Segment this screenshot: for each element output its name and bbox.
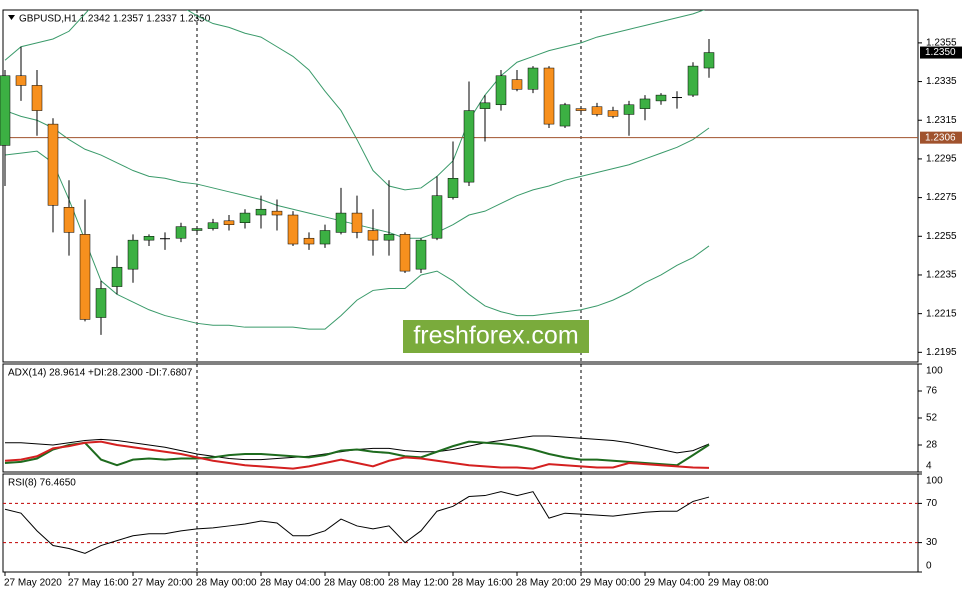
candle-body (0, 75, 11, 146)
candle-body (639, 98, 651, 109)
candle-body (672, 97, 682, 99)
x-tick-label: 28 May 16:00 (452, 578, 513, 589)
candle-body (559, 104, 571, 127)
x-tick-label: 27 May 2020 (4, 578, 62, 589)
candle-body (79, 234, 91, 320)
candle-body (431, 195, 443, 239)
candle-body (399, 234, 411, 272)
x-tick-label: 29 May 04:00 (644, 578, 705, 589)
y-tick-label: 4 (926, 461, 932, 472)
candle-body (15, 75, 27, 86)
series-line (4, 440, 710, 467)
candle-body (655, 94, 667, 102)
y-tick-label: 0 (926, 561, 932, 572)
candle-body (415, 239, 427, 270)
hline-label-box (920, 131, 962, 144)
y-tick-label: 52 (926, 413, 938, 424)
y-tick-label: 1.2315 (926, 115, 957, 126)
x-tick-label: 29 May 08:00 (708, 578, 769, 589)
candle-body (175, 226, 187, 239)
watermark-text: freshforex.com (413, 322, 578, 350)
band-upper (4, 10, 706, 191)
candle-body (47, 123, 59, 206)
candle-body (527, 67, 539, 90)
y-tick-label: 70 (926, 498, 938, 509)
panel-frame (2, 473, 919, 573)
panel-title: ADX(14) 28.9614 +DI:28.2300 -DI:7.6807 (8, 368, 193, 379)
x-tick-label: 28 May 20:00 (516, 578, 577, 589)
candle-body (623, 104, 635, 115)
candle-body (575, 108, 587, 111)
x-tick-label: 28 May 12:00 (388, 578, 449, 589)
y-tick-label: 1.2295 (926, 154, 957, 165)
candle-body (703, 52, 715, 69)
candle-body (127, 239, 139, 270)
x-tick-label: 28 May 08:00 (324, 578, 385, 589)
x-tick-label: 29 May 00:00 (580, 578, 641, 589)
x-tick-label: 28 May 00:00 (196, 578, 257, 589)
y-tick-label: 1.2275 (926, 192, 957, 203)
candle-body (271, 210, 283, 216)
candle-body (687, 65, 699, 96)
candle-body (160, 238, 170, 240)
panel-title: GBPUSD,H1 1.2342 1.2357 1.2337 1.2350 (19, 14, 211, 25)
watermark-box (403, 320, 589, 353)
candle-body (495, 75, 507, 106)
last-price-box (920, 46, 962, 59)
candle-body (335, 212, 347, 233)
y-tick-label: 1.2215 (926, 308, 957, 319)
y-tick-label: 30 (926, 537, 938, 548)
x-tick-label: 27 May 20:00 (132, 578, 193, 589)
candle-body (191, 228, 203, 231)
y-tick-label: 1.2195 (926, 347, 957, 358)
series-line (4, 491, 710, 554)
y-tick-label: 28 (926, 440, 938, 451)
candle-body (319, 230, 331, 245)
candle-body (239, 212, 251, 223)
watermark: freshforex.com (403, 320, 589, 353)
candle-body (111, 266, 123, 287)
candle-body (463, 110, 475, 183)
hline-label: 1.2306 (925, 132, 956, 143)
candle-body (207, 222, 219, 229)
y-tick-label: 100 (926, 476, 943, 487)
y-tick-label: 1.2355 (926, 38, 957, 49)
panel-title: RSI(8) 76.4650 (8, 478, 76, 489)
panel-frame (2, 9, 919, 363)
band-lower (4, 150, 710, 330)
candle-body (287, 214, 299, 245)
candle-body (351, 212, 363, 233)
candle-body (63, 207, 75, 233)
y-tick-label: 1.2255 (926, 231, 957, 242)
x-tick-label: 27 May 16:00 (68, 578, 129, 589)
candle-body (367, 230, 379, 241)
candle-body (303, 237, 315, 245)
candle-body (607, 110, 619, 117)
x-tick-label: 28 May 04:00 (260, 578, 321, 589)
candle-body (223, 220, 235, 225)
candle-body (255, 208, 267, 216)
candle-body (31, 85, 43, 111)
menu-arrow[interactable] (8, 15, 15, 20)
y-tick-label: 100 (926, 366, 943, 377)
candle-body (143, 236, 155, 241)
candle-body (447, 178, 459, 198)
y-tick-label: 1.2335 (926, 76, 957, 87)
candle-body (591, 106, 603, 115)
y-tick-label: 1.2235 (926, 270, 957, 281)
candle-body (95, 288, 107, 318)
candle-body (479, 102, 491, 109)
candle-body (383, 234, 395, 241)
candle-body (543, 67, 555, 125)
candle-body (511, 79, 523, 90)
series-line (4, 440, 710, 470)
y-tick-label: 76 (926, 386, 938, 397)
last-price-label: 1.2350 (925, 47, 956, 58)
